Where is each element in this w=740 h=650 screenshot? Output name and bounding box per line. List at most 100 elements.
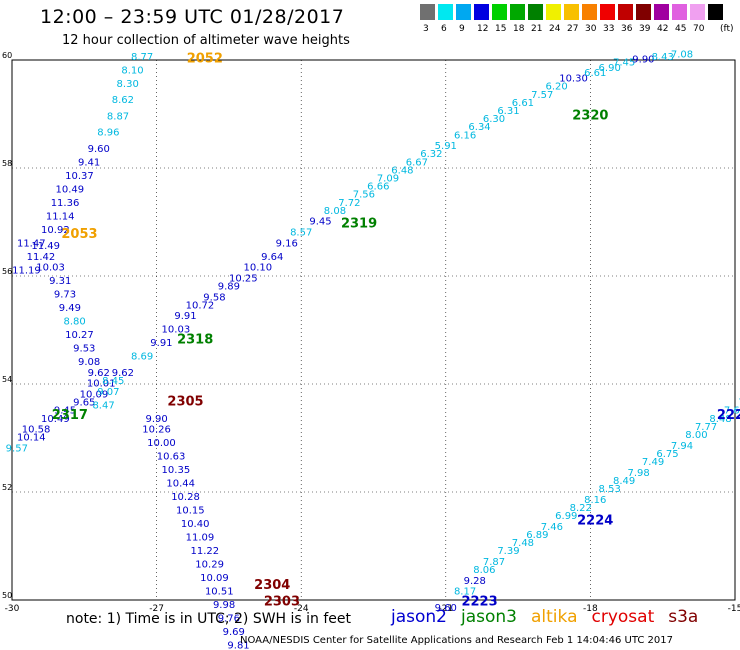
wave-height-value: 11.14 (46, 211, 75, 222)
wave-height-value: 6.32 (420, 149, 442, 160)
wave-height-value: 10.72 (186, 300, 215, 311)
wave-height-value: 10.37 (65, 171, 94, 182)
legend-swatch (672, 4, 687, 20)
wave-height-value: 7.39 (497, 546, 519, 557)
wave-height-value: 9.64 (261, 252, 283, 263)
wave-height-value: 9.69 (223, 627, 245, 638)
wave-height-value: 7.56 (353, 190, 375, 201)
wave-height-value: 9.62 (112, 368, 134, 379)
wave-height-value: 6.61 (512, 98, 534, 109)
legend-swatch (420, 4, 435, 20)
wave-height-value: 7.77 (695, 422, 717, 433)
wave-height-value: 6.30 (483, 114, 505, 125)
wave-height-value: 10.25 (229, 273, 258, 284)
wave-height-value: 10.09 (80, 390, 109, 401)
wave-height-value: 7.98 (627, 468, 649, 479)
wave-height-value: 10.28 (171, 492, 200, 503)
wave-height-value: 9.45 (54, 406, 76, 417)
legend-swatch (708, 4, 723, 20)
wave-height-value: 7.72 (338, 198, 360, 209)
legend-label: 21 (531, 24, 543, 34)
legend-swatch (528, 4, 543, 20)
lat-tick-label: 50 (2, 591, 12, 600)
wave-height-value: 8.57 (290, 228, 312, 239)
wave-height-value: 10.09 (200, 573, 229, 584)
wave-height-value: 9.58 (203, 292, 225, 303)
wave-height-value: 11.09 (186, 533, 215, 544)
wave-height-value: 11.49 (31, 241, 60, 252)
wave-height-value: 9.45 (309, 217, 331, 228)
wave-height-value: 10.00 (147, 438, 176, 449)
wave-height-value: 9.53 (73, 344, 95, 355)
legend-label: 9 (459, 24, 465, 34)
pass-time-label: 2225 (717, 408, 740, 423)
wave-height-value: 11.42 (27, 252, 56, 263)
legend-label: 33 (603, 24, 615, 34)
legend-label: 24 (549, 24, 561, 34)
wave-height-value: 9.62 (88, 368, 110, 379)
legend-swatch (690, 4, 705, 20)
satellite-s3a: s3a (668, 607, 699, 627)
pass-time-label: 2303 (264, 594, 300, 609)
wave-height-value: 6.89 (526, 530, 548, 541)
lon-tick-label: -18 (583, 604, 598, 614)
pass-time-label: 2053 (61, 227, 97, 242)
wave-height-value: 8.87 (107, 111, 129, 122)
wave-height-value: 8.69 (131, 352, 153, 363)
wave-height-value: 9.08 (78, 357, 100, 368)
lat-tick-label: 54 (2, 375, 12, 384)
wave-height-value: 5.91 (435, 141, 457, 152)
legend-swatch (546, 4, 561, 20)
legend-label: 45 (675, 24, 687, 34)
legend-swatch (654, 4, 669, 20)
wave-height-value: 9.49 (59, 303, 81, 314)
legend-label: 42 (657, 24, 669, 34)
legend-swatch (510, 4, 525, 20)
pass-time-label: 2305 (167, 395, 203, 410)
wave-height-value: 8.08 (324, 206, 346, 217)
wave-height-value: 7.87 (483, 557, 505, 568)
wave-height-value: 11.19 (12, 265, 41, 276)
lon-tick-label: -15 (728, 604, 740, 614)
legend-unit: (ft) (720, 24, 734, 34)
legend-label: 18 (513, 24, 525, 34)
wave-height-value: 10.27 (65, 330, 94, 341)
wave-height-value: 7.94 (671, 441, 693, 452)
wave-height-value: 9.31 (49, 276, 71, 287)
wave-height-value: 10.44 (166, 479, 195, 490)
wave-height-value: 10.29 (195, 560, 224, 571)
wave-height-value: 9.41 (78, 157, 100, 168)
wave-height-value: 8.00 (685, 430, 707, 441)
lat-tick-label: 60 (2, 51, 12, 60)
pass-time-label: 2317 (52, 408, 88, 423)
legend-swatch (474, 4, 489, 20)
wave-height-value: 9.91 (150, 338, 172, 349)
wave-height-value: 10.49 (56, 184, 85, 195)
wave-height-value: 9.28 (464, 576, 486, 587)
wave-height-value: 8.80 (64, 317, 86, 328)
legend-swatch (600, 4, 615, 20)
wave-height-value: 7.49 (642, 457, 664, 468)
wave-height-value: 9.90 (145, 414, 167, 425)
legend-label: 12 (477, 24, 489, 34)
credit-line: NOAA/NESDIS Center for Satellite Applica… (240, 635, 673, 646)
legend-swatch (636, 4, 651, 20)
wave-height-value: 9.89 (218, 282, 240, 293)
satellite-legend: jason2 jason3 altika cryosat s3a (391, 607, 712, 627)
pass-time-label: 2224 (577, 513, 613, 528)
wave-height-value: 10.03 (36, 263, 65, 274)
lon-tick-label: -27 (149, 604, 164, 614)
legend-label: 39 (639, 24, 651, 34)
wave-height-value: 7.95 (738, 398, 740, 409)
lat-tick-label: 56 (2, 267, 12, 276)
wave-height-value: 9.98 (213, 600, 235, 611)
pass-time-label: 2304 (254, 578, 290, 593)
satellite-cryosat: cryosat (591, 607, 655, 627)
wave-height-value: 8.06 (473, 565, 495, 576)
wave-height-value: 11.22 (190, 546, 219, 557)
lon-tick-label: -30 (5, 604, 20, 614)
pass-time-label: 2318 (177, 333, 213, 348)
wave-height-value: 8.47 (92, 400, 114, 411)
legend-label: 70 (693, 24, 705, 34)
wave-height-value: 6.31 (497, 106, 519, 117)
